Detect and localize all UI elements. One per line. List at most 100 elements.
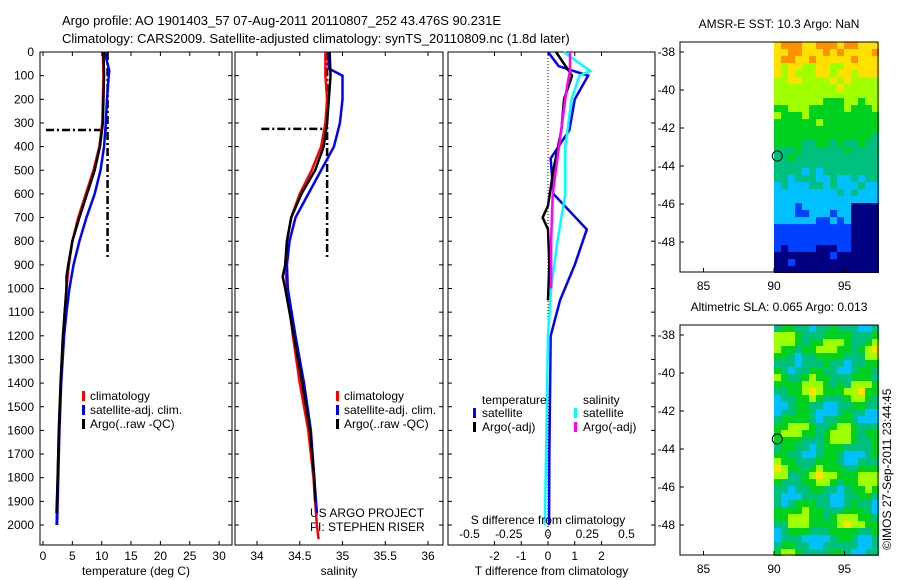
lat-tick-label: -44 [658,442,676,456]
depth-tick-label: 800 [14,234,34,248]
title-line-1: Argo profile: AO 1901403_57 07-Aug-2011 … [62,13,501,28]
lat-tick-label: -46 [658,197,676,211]
legend-label: Argo(-adj) [482,420,535,434]
x-tick-label: 1 [571,549,578,563]
legend-label: satellite [583,406,624,420]
panel-frame [447,51,656,546]
x2-tick-label: 0.5 [618,527,635,541]
legend-label: climatology [344,389,404,403]
lat-tick-label: -46 [658,480,676,494]
x2-tick-label: -0.5 [459,527,480,541]
lat-tick-label: -38 [658,328,676,342]
series-line-s-satellite [543,50,593,526]
legend-title-temperature: temperature [482,393,547,407]
x-tick-label: 35 [336,549,350,563]
depth-tick-label: 1200 [7,329,34,343]
x2-tick-label: 0.25 [576,527,600,541]
depth-tick-label: 1600 [7,423,34,437]
x-tick-label: 5 [69,549,76,563]
series-line-climatology [55,51,105,526]
lat-tick-label: -42 [658,121,676,135]
legend-swatch [82,391,85,401]
depth-tick-label: 1700 [7,447,34,461]
argo-location-marker [771,433,783,445]
legend-title-salinity: salinity [583,393,620,407]
x-tick-label: 0 [40,549,47,563]
legend-label: satellite-adj. clim. [90,403,182,417]
legend-swatch [336,419,339,429]
x-tick-label: 0 [545,549,552,563]
x-axis-label: T difference from climatology [475,564,629,578]
x-tick-label: 20 [154,549,168,563]
lat-tick-label: -44 [658,159,676,173]
depth-tick-label: 1100 [8,305,34,319]
depth-tick-label: 1300 [7,352,34,366]
x-tick-label: 34 [250,549,264,563]
legend-swatch [574,422,577,432]
x2-tick-label: 0 [545,527,552,541]
x-tick-label: 2 [598,549,605,563]
lon-tick-label: 90 [767,562,781,576]
x2-tick-label: -0.25 [495,527,523,541]
x-tick-label: 30 [212,549,226,563]
panel-frame [39,51,233,546]
credit-label: ©IMOS 27-Sep-2011 23:44:45 [880,388,894,550]
legend-swatch [473,408,476,418]
series-line-climatology [283,52,329,540]
legend-swatch [82,405,85,415]
depth-tick-label: 900 [14,258,34,272]
lat-tick-label: -42 [658,404,676,418]
legend-label: satellite-adj. clim. [344,403,436,417]
legend-swatch [82,419,85,429]
sla-map-image [774,325,879,556]
x-tick-label: 35.5 [374,549,398,563]
lat-tick-label: -38 [658,45,676,59]
depth-tick-label: 400 [14,140,34,154]
legend-swatch [336,405,339,415]
map-frame [679,41,879,273]
lon-tick-label: 95 [838,562,852,576]
x-tick-label: 15 [124,549,138,563]
map-frame [679,324,879,556]
panel-frame [234,51,444,546]
depth-tick-label: 100 [14,69,34,83]
x-tick-label: 34.5 [288,549,312,563]
x-tick-label: 36 [421,549,435,563]
depth-tick-label: 1400 [7,376,34,390]
depth-tick-label: 2000 [7,518,34,532]
legend-swatch [473,422,476,432]
x-tick-label: -1 [516,549,527,563]
depth-tick-label: 0 [27,45,34,59]
x-tick-label: -2 [489,549,500,563]
lat-tick-label: -40 [658,366,676,380]
x2-axis-label: S difference from climatology [471,513,626,527]
title-line-2: Climatology: CARS2009. Satellite-adjuste… [62,31,570,46]
map-title: AMSR-E SST: 10.3 Argo: NaN [699,17,860,31]
series-line-argo-raw-qc- [55,51,106,514]
depth-tick-label: 300 [14,116,34,130]
legend-label: Argo(..raw -QC) [344,417,429,431]
series-line-argo-raw-qc- [281,51,332,502]
lon-tick-label: 85 [697,562,711,576]
x-axis-label: temperature (deg C) [82,564,190,578]
lon-tick-label: 95 [838,279,852,293]
depth-tick-label: 1500 [7,400,34,414]
map-title: Altimetric SLA: 0.065 Argo: 0.013 [691,300,868,314]
legend-label: Argo(..raw -QC) [90,417,175,431]
depth-tick-label: 600 [14,187,34,201]
lat-tick-label: -40 [658,83,676,97]
x-tick-label: 25 [183,549,197,563]
series-line-s-argo-adj- [549,52,572,289]
legend-swatch [574,408,577,418]
depth-tick-label: 1800 [7,471,34,485]
depth-tick-label: 500 [14,163,34,177]
lat-tick-label: -48 [658,518,676,532]
depth-tick-label: 1000 [7,282,34,296]
x-axis-label: salinity [321,564,358,578]
lon-tick-label: 90 [767,279,781,293]
lon-tick-label: 85 [697,279,711,293]
depth-tick-label: 700 [14,211,34,225]
series-line-t-satellite [547,51,590,526]
legend-label: Argo(-adj) [583,420,636,434]
